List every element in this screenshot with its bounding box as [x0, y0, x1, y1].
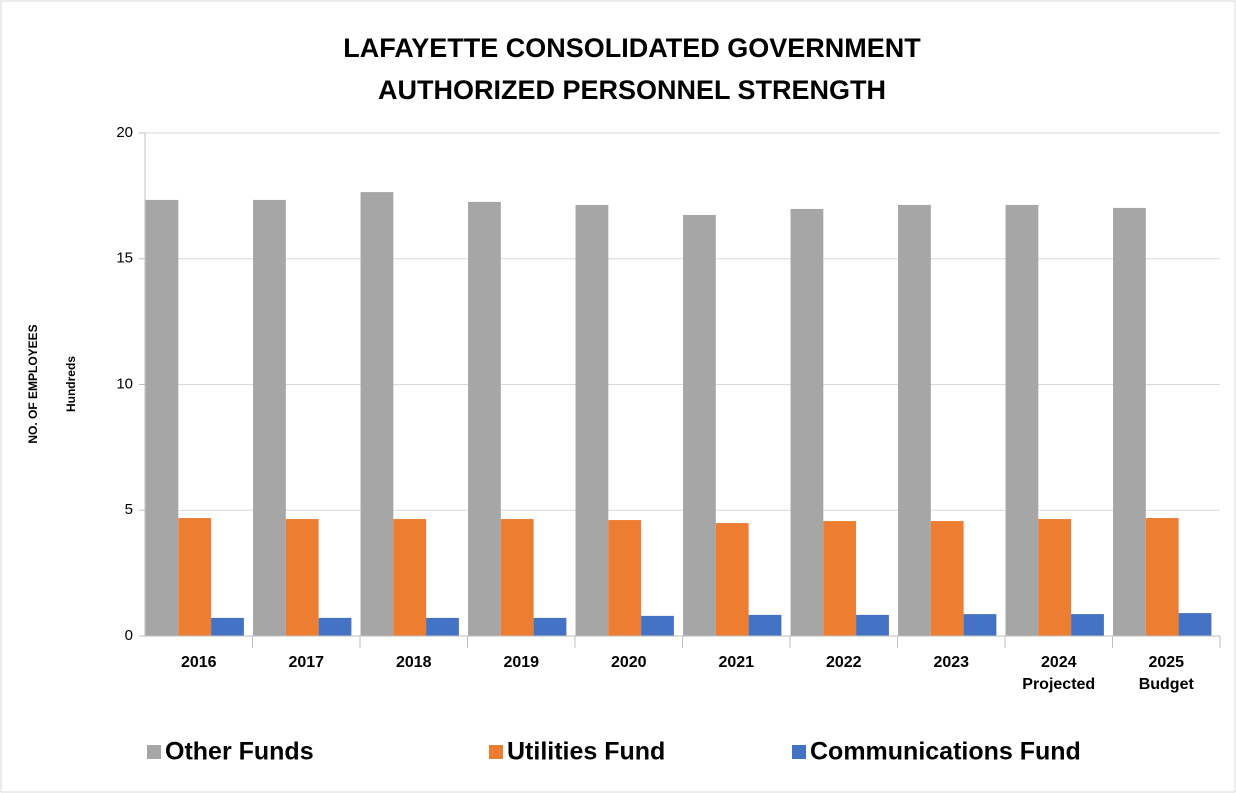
bar: [641, 615, 674, 636]
y-axis-label: NO. OF EMPLOYEES: [26, 324, 40, 443]
legend-swatch: [792, 745, 806, 759]
x-tick-label: 2016: [181, 654, 217, 671]
bar: [608, 520, 642, 636]
legend-label: Communications Fund: [810, 738, 1081, 766]
x-tick-label: 2020: [611, 654, 647, 671]
x-tick-label: 2024 Projected: [1022, 654, 1095, 693]
y-tick-label: 5: [125, 501, 133, 518]
y-tick-label: 20: [116, 124, 133, 141]
bar: [468, 201, 501, 636]
bar: [426, 617, 459, 636]
bar: [715, 523, 749, 636]
legend-swatch: [489, 745, 503, 759]
bar: [1178, 613, 1212, 636]
legend-label: Other Funds: [165, 738, 314, 766]
bar: [683, 214, 716, 636]
x-tick-label: 2017: [288, 654, 324, 671]
bar: [898, 204, 931, 636]
x-tick-label: 2025 Budget: [1139, 654, 1195, 693]
bar: [823, 521, 857, 636]
bar: [575, 204, 609, 636]
bar: [393, 519, 427, 636]
x-tick-label: 2022: [826, 654, 862, 671]
bar: [1071, 614, 1104, 636]
y-tick-label: 15: [116, 250, 133, 267]
bar: [1145, 518, 1179, 636]
bar: [360, 192, 394, 637]
x-tick-label: 2021: [718, 654, 754, 671]
legend-label: Utilities Fund: [507, 738, 665, 766]
chart-title: LAFAYETTE CONSOLIDATED GOVERNMENT AUTHORI…: [343, 33, 921, 105]
bar: [500, 519, 534, 636]
bar: [1113, 207, 1146, 636]
bar: [253, 199, 286, 637]
bar: [963, 614, 997, 636]
bar: [533, 617, 567, 636]
x-tick-label: 2018: [396, 654, 432, 671]
bar: [790, 208, 824, 636]
bar: [145, 199, 179, 637]
y-axis-unit: Hundreds: [64, 356, 78, 412]
bar: [930, 521, 964, 636]
legend-swatch: [147, 745, 161, 759]
bar: [211, 617, 244, 636]
x-tick-label: 2019: [503, 654, 539, 671]
y-tick-label: 0: [125, 627, 133, 644]
bar: [856, 614, 889, 636]
bar: [178, 518, 212, 636]
bar: [748, 614, 782, 636]
y-tick-label: 10: [116, 375, 133, 392]
bar: [1038, 519, 1072, 636]
bar: [318, 617, 352, 636]
x-tick-label: 2023: [933, 654, 969, 671]
bar: [1005, 204, 1039, 636]
bar: [285, 519, 319, 636]
